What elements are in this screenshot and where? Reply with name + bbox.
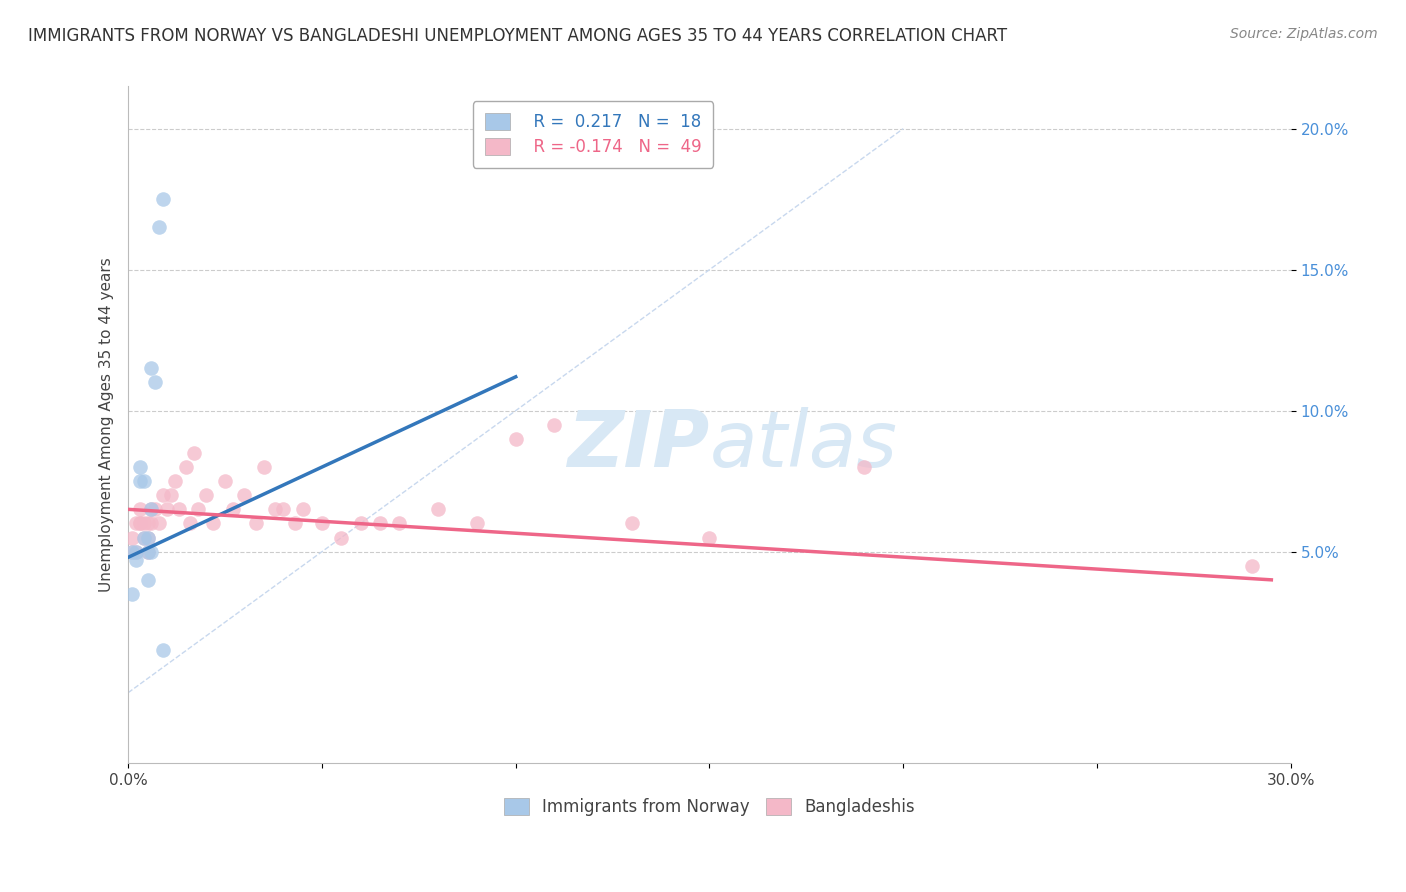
Point bbox=[152, 643, 174, 657]
Point bbox=[163, 474, 186, 488]
Point bbox=[141, 361, 163, 376]
Point bbox=[125, 553, 148, 567]
Point bbox=[167, 502, 190, 516]
Point bbox=[136, 531, 159, 545]
Text: atlas: atlas bbox=[710, 407, 897, 483]
Point bbox=[128, 474, 150, 488]
Point bbox=[505, 432, 527, 446]
Point bbox=[214, 474, 236, 488]
Point bbox=[427, 502, 450, 516]
Point bbox=[121, 544, 143, 558]
Point bbox=[136, 531, 159, 545]
Point bbox=[141, 516, 163, 531]
Point bbox=[388, 516, 411, 531]
Point bbox=[125, 544, 148, 558]
Point bbox=[176, 460, 198, 475]
Point bbox=[148, 516, 170, 531]
Point bbox=[291, 502, 314, 516]
Point bbox=[152, 192, 174, 206]
Point bbox=[1240, 558, 1263, 573]
Point bbox=[465, 516, 488, 531]
Point bbox=[132, 516, 155, 531]
Text: IMMIGRANTS FROM NORWAY VS BANGLADESHI UNEMPLOYMENT AMONG AGES 35 TO 44 YEARS COR: IMMIGRANTS FROM NORWAY VS BANGLADESHI UN… bbox=[28, 27, 1007, 45]
Text: Source: ZipAtlas.com: Source: ZipAtlas.com bbox=[1230, 27, 1378, 41]
Point bbox=[136, 544, 159, 558]
Point bbox=[136, 516, 159, 531]
Point bbox=[121, 544, 143, 558]
Point bbox=[245, 516, 267, 531]
Point bbox=[253, 460, 276, 475]
Point bbox=[330, 531, 353, 545]
Point bbox=[132, 531, 155, 545]
Point bbox=[194, 488, 217, 502]
Point bbox=[128, 502, 150, 516]
Point bbox=[141, 502, 163, 516]
Point bbox=[125, 516, 148, 531]
Point bbox=[132, 474, 155, 488]
Point bbox=[148, 220, 170, 235]
Point bbox=[121, 531, 143, 545]
Point bbox=[156, 502, 179, 516]
Point bbox=[222, 502, 245, 516]
Point bbox=[121, 587, 143, 601]
Point bbox=[264, 502, 287, 516]
Point bbox=[853, 460, 876, 475]
Point bbox=[284, 516, 307, 531]
Point bbox=[368, 516, 391, 531]
Point bbox=[128, 516, 150, 531]
Point bbox=[132, 531, 155, 545]
Point bbox=[152, 488, 174, 502]
Point bbox=[141, 502, 163, 516]
Point bbox=[145, 376, 167, 390]
Point bbox=[179, 516, 201, 531]
Point bbox=[350, 516, 373, 531]
Point bbox=[183, 446, 205, 460]
Legend: Immigrants from Norway, Bangladeshis: Immigrants from Norway, Bangladeshis bbox=[498, 791, 922, 822]
Point bbox=[699, 531, 721, 545]
Point bbox=[233, 488, 256, 502]
Point bbox=[311, 516, 333, 531]
Point bbox=[136, 544, 159, 558]
Text: ZIP: ZIP bbox=[567, 407, 710, 483]
Point bbox=[128, 460, 150, 475]
Point bbox=[620, 516, 643, 531]
Point bbox=[543, 417, 565, 432]
Point bbox=[141, 544, 163, 558]
Point bbox=[128, 516, 150, 531]
Point bbox=[136, 573, 159, 587]
Point bbox=[202, 516, 225, 531]
Point bbox=[160, 488, 183, 502]
Point bbox=[145, 502, 167, 516]
Point bbox=[125, 544, 148, 558]
Point bbox=[187, 502, 209, 516]
Y-axis label: Unemployment Among Ages 35 to 44 years: Unemployment Among Ages 35 to 44 years bbox=[100, 258, 114, 592]
Point bbox=[271, 502, 294, 516]
